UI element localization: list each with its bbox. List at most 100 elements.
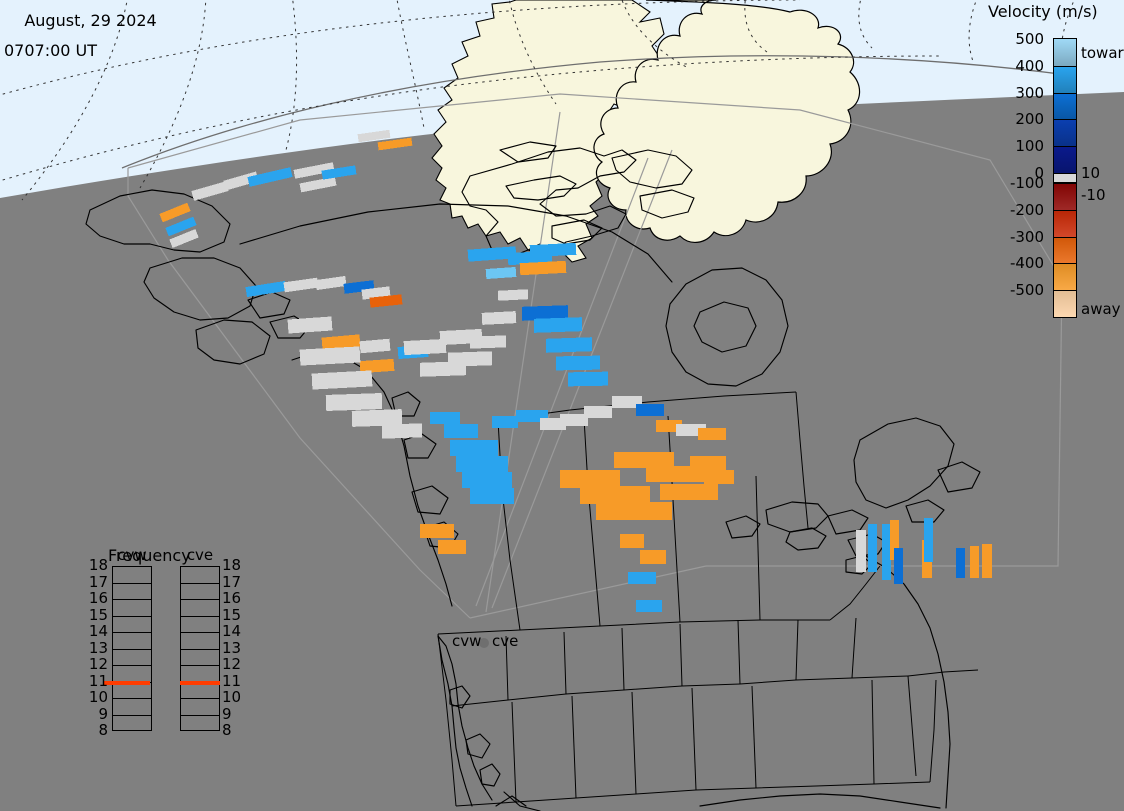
frequency-cell [113,567,151,584]
radar-cell [470,488,514,504]
radar-cell [533,317,583,333]
radar-cell [481,311,517,325]
radar-cell [636,404,664,416]
frequency-cell [181,567,219,584]
radar-cell [868,524,877,572]
velocity-band-8 [1054,236,1076,264]
frequency-marker-cve [180,681,220,686]
radar-cell [636,600,662,612]
frequency-cell [181,683,219,699]
radar-cell [420,524,454,538]
frequency-cell [113,633,151,650]
frequency-scale-9: 9 [98,704,108,723]
radar-cell [519,260,567,276]
velocity-tick-400: 400 [1015,56,1044,75]
velocity-band-1 [1054,65,1076,93]
frequency-bar-cvw[interactable] [112,566,152,731]
frequency-scale-18: 18 [222,556,242,574]
velocity-band-5 [1054,172,1076,183]
frequency-scale-18: 18 [88,556,108,574]
frequency-scale-17: 17 [88,572,108,591]
velocity-inner-high-label: 10 [1081,164,1101,182]
radar-cell [169,229,199,248]
magnetic-grid [0,0,1075,201]
radar-cell [444,424,478,438]
velocity-colorbar-title: Velocity (m/s) [988,2,1098,21]
radar-cell [283,277,319,293]
radar-cell [890,520,899,560]
velocity-tick-0: 0 [1034,164,1044,182]
velocity-tick--400: -400 [1009,254,1044,273]
radar-cell [704,470,734,484]
radar-cell [377,137,413,151]
frequency-scale-9: 9 [222,704,232,723]
radar-cell [485,266,517,280]
velocity-tick-300: 300 [1015,83,1044,102]
map-site-label-cvw: cvw [452,632,482,650]
radar-cell [584,406,612,418]
radar-cell [690,456,726,472]
frequency-radar-name-cve: cve [186,546,214,564]
radar-cell [403,338,447,356]
frequency-marker-cvw [104,681,150,686]
radar-cell [970,546,979,578]
velocity-band-2 [1054,92,1076,120]
frequency-scale-14: 14 [88,622,108,640]
radar-cell [467,246,517,262]
velocity-tick--100: -100 [1009,174,1044,192]
radar-cell [567,371,609,387]
velocity-tick--200: -200 [1009,200,1044,219]
radar-cell [311,370,373,390]
frequency-scale-17: 17 [222,572,242,591]
radar-cell [924,518,933,562]
radar-cell [223,171,259,191]
radar-cell [956,548,965,578]
radar-cell [492,416,518,428]
frequency-scale-8: 8 [98,721,108,739]
radar-cell [287,316,333,334]
radar-cell [628,572,656,584]
radar-cell [614,452,674,468]
velocity-tick-200: 200 [1015,110,1044,129]
velocity-toward-label: toward [1081,44,1124,62]
velocity-away-label: away [1081,300,1121,318]
frequency-cell [181,617,219,633]
velocity-band-3 [1054,119,1076,147]
frequency-radar-name-cvw: cvw [117,546,147,564]
radar-cell [560,414,588,426]
radar-cell [856,530,866,572]
radar-cell [321,165,357,180]
radar-cell [469,335,507,349]
radar-cell [299,176,337,193]
velocity-tick-100: 100 [1015,137,1044,156]
radar-cell [321,334,361,350]
frequency-scale-10: 10 [88,688,108,706]
radar-cell [381,423,423,439]
frequency-cell [181,650,219,666]
radar-cell [247,167,293,187]
frequency-scale-15: 15 [222,605,242,624]
frequency-legend-panel: Frequency cvw 18 17 16 15 14 13 12 11 10 9 8 cve 18 17… [82,546,262,786]
radar-cell [497,289,529,301]
radar-data-cells [159,129,992,612]
frequency-cell [113,617,151,633]
frequency-cell [181,666,219,683]
radar-cell [580,486,650,504]
radar-cell [299,346,361,366]
frequency-cell [181,584,219,600]
radar-cell [462,472,512,488]
velocity-band-10 [1054,290,1076,317]
frequency-cell [113,666,151,683]
radar-cell [159,202,191,223]
frequency-scale-15: 15 [88,605,108,624]
frequency-bar-cve[interactable] [180,566,220,731]
radar-cell [660,484,718,500]
frequency-cell [181,699,219,716]
radar-cell [698,428,726,440]
radar-cell [620,534,644,548]
frequency-cell [113,584,151,600]
radar-cell [315,275,347,291]
radar-cell [450,440,498,456]
frequency-scale-16: 16 [222,589,242,607]
